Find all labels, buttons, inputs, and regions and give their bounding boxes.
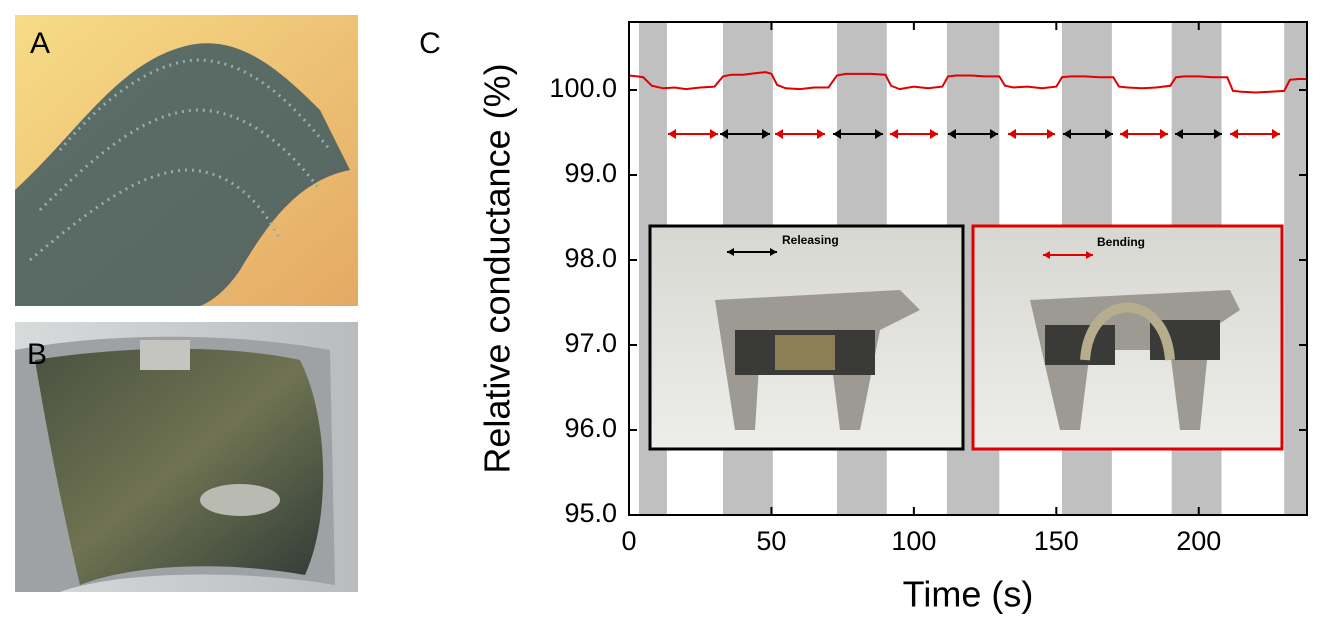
shaded-region bbox=[1284, 22, 1307, 515]
y-tick-label: 99.0 bbox=[564, 158, 617, 188]
inset-label: Bending bbox=[1097, 235, 1145, 249]
panel-a-image bbox=[15, 15, 358, 306]
inset-label: Releasing bbox=[782, 233, 839, 247]
panel-b-image bbox=[15, 322, 358, 592]
x-tick-label: 200 bbox=[1176, 526, 1221, 556]
y-tick-label: 95.0 bbox=[564, 498, 617, 528]
y-tick-label: 100.0 bbox=[549, 73, 617, 103]
panel-label: C bbox=[419, 27, 441, 60]
y-tick-label: 98.0 bbox=[564, 243, 617, 273]
x-tick-label: 0 bbox=[621, 526, 636, 556]
y-tick-label: 97.0 bbox=[564, 328, 617, 358]
y-tick-label: 96.0 bbox=[564, 413, 617, 443]
panel-label: A bbox=[30, 27, 50, 60]
x-tick-label: 50 bbox=[756, 526, 786, 556]
x-tick-label: 100 bbox=[891, 526, 936, 556]
plot-frame bbox=[628, 21, 1308, 516]
panel-label: B bbox=[27, 338, 47, 371]
inset-bending: Bending bbox=[971, 224, 1284, 451]
inset-releasing: Releasing bbox=[648, 224, 965, 451]
x-axis-title: Time (s) bbox=[903, 574, 1034, 615]
line-series bbox=[628, 71, 1307, 94]
y-axis-title: Relative conductance (%) bbox=[477, 63, 518, 473]
x-tick-label: 150 bbox=[1034, 526, 1079, 556]
